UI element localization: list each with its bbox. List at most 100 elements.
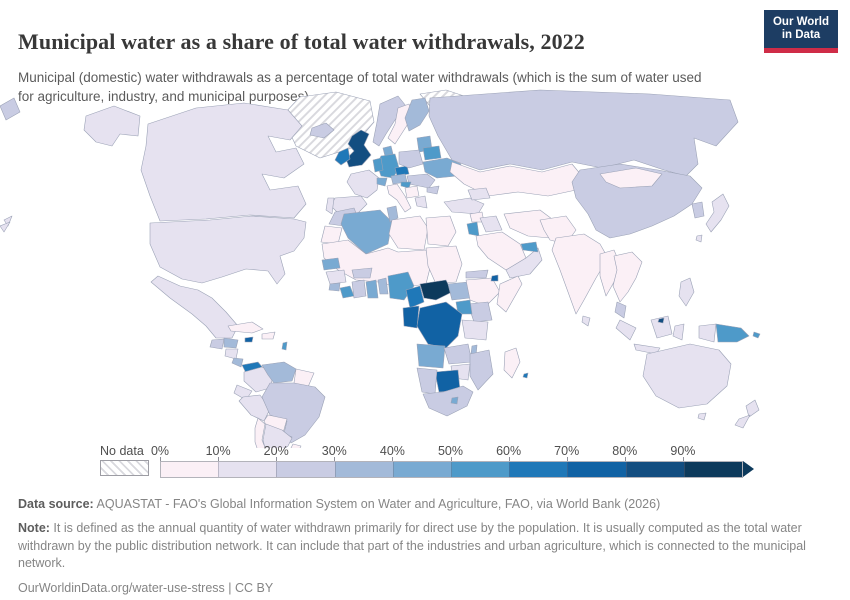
- country-papua-new-guinea[interactable]: [715, 323, 750, 343]
- country-nicaragua[interactable]: [224, 348, 239, 360]
- scale-bin-80-90[interactable]: [625, 462, 684, 477]
- country-hispaniola[interactable]: [261, 331, 276, 340]
- country-canada[interactable]: [140, 102, 307, 222]
- country-guinea[interactable]: [325, 269, 347, 285]
- country-alaska[interactable]: [83, 105, 141, 147]
- country-senegal[interactable]: [321, 257, 341, 271]
- country-russia[interactable]: [428, 89, 739, 177]
- country-tunisia[interactable]: [386, 205, 399, 223]
- country-hungary-romania[interactable]: [406, 173, 436, 189]
- country-cuba[interactable]: [227, 321, 264, 334]
- country-tasmania[interactable]: [697, 412, 707, 421]
- country-mauritius[interactable]: [522, 372, 529, 379]
- country-ireland[interactable]: [334, 147, 351, 166]
- country-japan[interactable]: [705, 193, 730, 233]
- country-argentina[interactable]: [262, 423, 293, 448]
- country-algeria[interactable]: [340, 209, 393, 255]
- country-chile[interactable]: [254, 417, 266, 448]
- country-togo-benin[interactable]: [377, 277, 389, 295]
- scale-bin-70-80[interactable]: [567, 462, 626, 477]
- country-united-states[interactable]: [149, 215, 307, 285]
- country-bulgaria[interactable]: [426, 185, 440, 195]
- country-italy[interactable]: [386, 183, 412, 213]
- scale-bin-50-60[interactable]: [451, 462, 510, 477]
- scale-bin-40-50[interactable]: [392, 462, 452, 477]
- country-fiji[interactable]: [0, 221, 11, 233]
- country-lesser-antilles[interactable]: [281, 341, 288, 351]
- country-iceland[interactable]: [309, 122, 335, 139]
- country-ethiopia[interactable]: [465, 277, 501, 307]
- country-burkina-faso[interactable]: [351, 267, 373, 279]
- owid-logo[interactable]: Our World in Data: [764, 10, 838, 53]
- country-costa-rica[interactable]: [231, 357, 244, 368]
- no-data-swatch[interactable]: [100, 460, 149, 476]
- country-west-papua[interactable]: [698, 323, 717, 343]
- country-france[interactable]: [346, 169, 380, 199]
- country-turkey[interactable]: [443, 197, 485, 215]
- country-zambia[interactable]: [443, 343, 473, 365]
- country-uganda[interactable]: [455, 299, 473, 315]
- country-mongolia[interactable]: [599, 167, 663, 189]
- scale-bin-20-30[interactable]: [276, 462, 335, 477]
- country-ivory-coast[interactable]: [351, 279, 367, 299]
- country-philippines[interactable]: [678, 277, 695, 307]
- country-greece[interactable]: [414, 195, 428, 209]
- country-liberia[interactable]: [339, 285, 355, 299]
- scale-bin-0-10[interactable]: [161, 462, 219, 477]
- country-sudan[interactable]: [425, 245, 463, 285]
- country-congo-gabon[interactable]: [402, 305, 420, 329]
- country-belarus[interactable]: [422, 145, 442, 161]
- country-djibouti[interactable]: [490, 274, 499, 282]
- country-caucasus[interactable]: [467, 187, 491, 201]
- country-serbia-bosnia[interactable]: [404, 185, 420, 199]
- country-sierra-leone[interactable]: [328, 282, 341, 292]
- country-sri-lanka[interactable]: [581, 315, 591, 327]
- country-honduras[interactable]: [223, 337, 239, 349]
- country-libya[interactable]: [388, 215, 429, 251]
- country-south-africa[interactable]: [422, 385, 474, 417]
- owid-url-link[interactable]: OurWorldinData.org/water-use-stress: [18, 581, 225, 595]
- country-poland[interactable]: [398, 149, 424, 169]
- country-united-kingdom[interactable]: [345, 129, 372, 168]
- country-guatemala[interactable]: [209, 338, 225, 350]
- country-eritrea[interactable]: [465, 269, 489, 279]
- country-hawaii[interactable]: [3, 215, 13, 227]
- scale-bin-30-40[interactable]: [334, 462, 393, 477]
- country-lesotho-eswatini[interactable]: [450, 396, 459, 405]
- country-portugal[interactable]: [325, 197, 335, 215]
- country-solomon-islands[interactable]: [752, 331, 761, 339]
- country-kenya[interactable]: [467, 301, 493, 323]
- country-jordan-israel[interactable]: [466, 221, 480, 237]
- country-sumatra[interactable]: [615, 319, 637, 341]
- country-uae-qatar[interactable]: [520, 241, 539, 253]
- country-somalia[interactable]: [496, 275, 523, 313]
- country-madagascar[interactable]: [503, 347, 521, 379]
- country-new-zealand-north[interactable]: [745, 399, 760, 418]
- scale-bin-10-20[interactable]: [218, 462, 277, 477]
- country-brunei[interactable]: [657, 317, 665, 324]
- country-tanzania[interactable]: [461, 319, 489, 341]
- country-thailand-indochina[interactable]: [612, 251, 643, 303]
- country-switzerland[interactable]: [376, 177, 388, 187]
- country-dr-congo[interactable]: [416, 301, 463, 349]
- country-india[interactable]: [551, 233, 609, 315]
- country-taiwan[interactable]: [695, 234, 703, 243]
- country-korea[interactable]: [691, 201, 705, 219]
- country-australia[interactable]: [642, 343, 732, 409]
- country-czechia[interactable]: [394, 165, 410, 177]
- scale-bin-90-100[interactable]: [683, 462, 743, 477]
- country-china[interactable]: [571, 163, 703, 239]
- country-benelux[interactable]: [372, 157, 384, 173]
- country-cameroon[interactable]: [405, 285, 425, 309]
- country-uruguay[interactable]: [290, 443, 302, 448]
- country-namibia[interactable]: [416, 367, 438, 395]
- country-mozambique[interactable]: [469, 349, 494, 391]
- scale-bin-60-70[interactable]: [509, 462, 568, 477]
- country-yemen-oman[interactable]: [505, 247, 543, 279]
- country-angola[interactable]: [416, 343, 446, 369]
- country-iraq[interactable]: [479, 215, 503, 233]
- country-central-african-republic[interactable]: [419, 279, 453, 301]
- country-jamaica[interactable]: [244, 336, 254, 343]
- country-finland[interactable]: [404, 97, 430, 132]
- country-chukotka-fragment[interactable]: [0, 97, 21, 121]
